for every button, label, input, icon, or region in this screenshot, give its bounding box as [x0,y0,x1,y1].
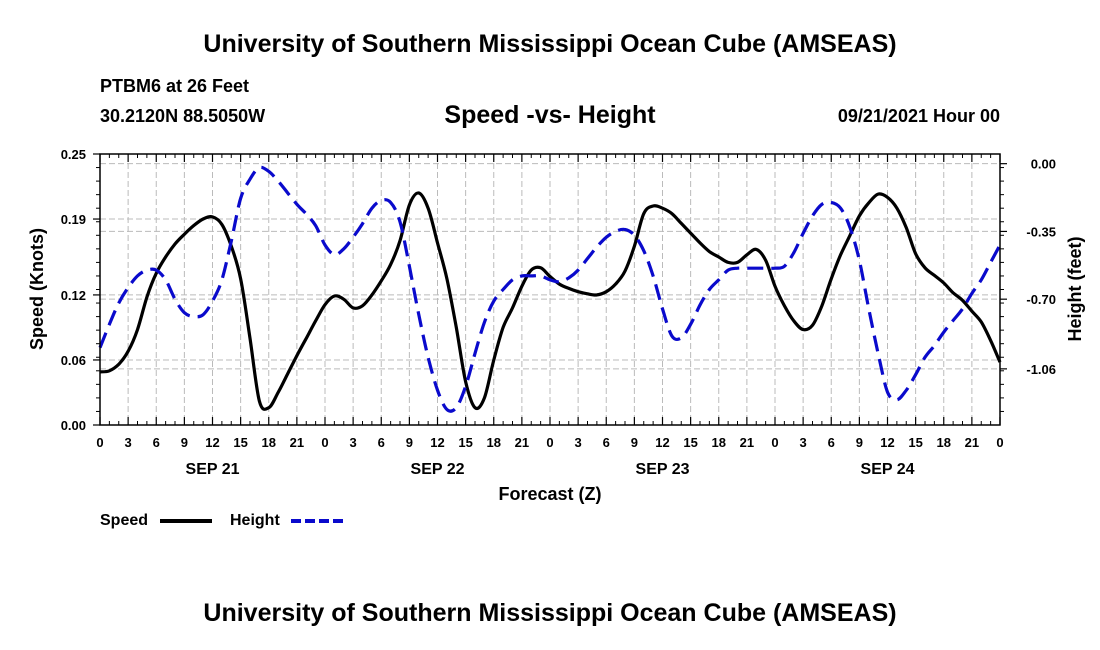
x-tick-label: 6 [828,435,835,450]
x-tick-label: 6 [378,435,385,450]
x-tick-label: 18 [487,435,501,450]
x-tick-label: 21 [290,435,304,450]
x-tick-label: 12 [205,435,219,450]
x-tick-label: 9 [181,435,188,450]
day-label: SEP 22 [411,461,465,478]
series-line-height [98,165,1002,413]
x-tick-label: 12 [430,435,444,450]
x-tick-label: 0 [771,435,778,450]
x-tick-label: 9 [631,435,638,450]
legend: Speed Height [100,512,343,529]
day-label: SEP 23 [636,461,690,478]
x-tick-label: 0 [321,435,328,450]
x-tick-label: 18 [937,435,951,450]
x-tick-label: 15 [233,435,247,450]
y-tick-label-right: -1.06 [1026,362,1056,377]
y-tick-label-left: 0.06 [61,353,86,368]
page-title: University of Southern Mississippi Ocean… [203,30,897,58]
x-tick-label: 9 [406,435,413,450]
y-axis-title-left: Speed (Knots) [27,228,47,350]
x-tick-label: 0 [96,435,103,450]
x-tick-label: 3 [575,435,582,450]
y-tick-label-right: -0.70 [1026,292,1056,307]
x-tick-label: 21 [965,435,979,450]
series-layer [98,165,1002,413]
x-axis-title: Forecast (Z) [498,484,601,504]
y-tick-label-right: 0.00 [1031,157,1056,172]
y-axis-title-right: Height (feet) [1065,237,1085,342]
x-tick-label: 0 [546,435,553,450]
forecast-date-hour: 09/21/2021 Hour 00 [837,106,1000,126]
x-tick-label: 15 [458,435,472,450]
x-tick-label: 12 [880,435,894,450]
x-tick-label: 0 [996,435,1003,450]
station-coordinates: 30.2120N 88.5050W [100,106,266,126]
y-tick-label-left: 0.00 [61,418,86,433]
tick-labels: 0 3 6 9 12 15 18 21 0 3 6 9 12 15 18 21 0 3 6 9 12 15 18 21 0 3 6 9… [61,147,1056,478]
legend-label-height: Height [230,512,280,529]
x-tick-label: 3 [350,435,357,450]
y-tick-label-left: 0.25 [61,147,86,162]
x-tick-label: 21 [515,435,529,450]
x-tick-label: 15 [683,435,697,450]
ticks [93,153,1007,426]
x-tick-label: 3 [125,435,132,450]
y-tick-label-right: -0.35 [1026,224,1056,239]
y-tick-label-left: 0.12 [61,288,86,303]
day-label: SEP 21 [186,461,240,478]
x-tick-label: 18 [712,435,726,450]
x-tick-label: 6 [603,435,610,450]
x-tick-label: 21 [740,435,754,450]
series-line-speed [99,191,1002,411]
day-label: SEP 24 [861,461,915,478]
legend-label-speed: Speed [100,512,148,529]
x-tick-label: 9 [856,435,863,450]
chart-title: Speed -vs- Height [444,101,656,129]
x-tick-label: 18 [262,435,276,450]
station-label: PTBM6 at 26 Feet [100,76,250,96]
x-tick-label: 3 [800,435,807,450]
x-tick-label: 12 [655,435,669,450]
footer-title: University of Southern Mississippi Ocean… [203,599,897,627]
x-tick-label: 6 [153,435,160,450]
y-tick-label-left: 0.19 [61,212,86,227]
x-tick-label: 15 [908,435,922,450]
